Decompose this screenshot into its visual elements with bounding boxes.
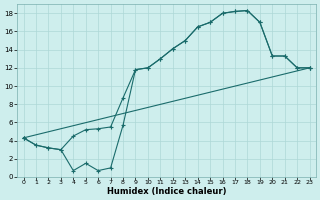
X-axis label: Humidex (Indice chaleur): Humidex (Indice chaleur) xyxy=(107,187,226,196)
